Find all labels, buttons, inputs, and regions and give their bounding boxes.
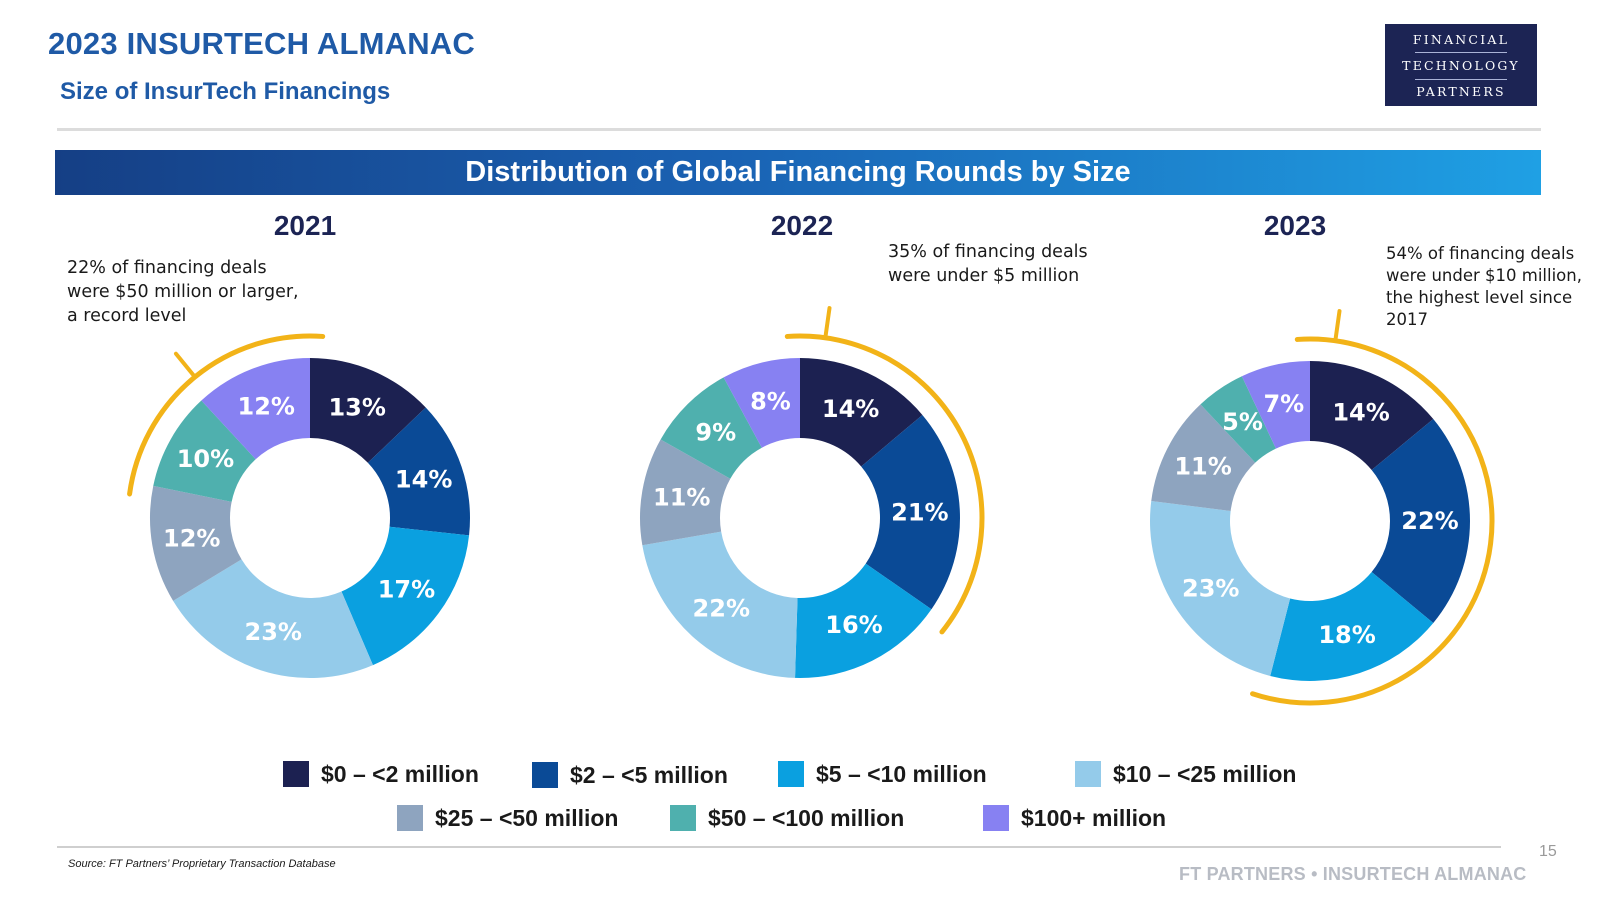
slice-label: 13% xyxy=(328,394,385,422)
annotation-2021: 22% of financing deals were $50 million … xyxy=(67,258,299,326)
legend-label: $5 – <10 million xyxy=(816,760,987,787)
slice-label: 5% xyxy=(1222,408,1263,436)
donut-slice xyxy=(1200,376,1276,463)
slice-label: 23% xyxy=(1182,574,1239,602)
slice-label: 9% xyxy=(695,418,736,446)
source-note: Source: FT Partners’ Proprietary Transac… xyxy=(68,858,336,870)
annotation-2022: 35% of financing deals were under $5 mil… xyxy=(888,242,1088,286)
donut-slice xyxy=(1270,571,1434,682)
legend-label: $100+ million xyxy=(1021,804,1167,831)
legend-swatch xyxy=(983,805,1009,831)
slice-label: 8% xyxy=(750,388,791,416)
legend-item: $0 – <2 million xyxy=(283,760,479,788)
donut-slice xyxy=(341,526,470,666)
donut-slice xyxy=(800,358,923,467)
slice-label: 14% xyxy=(395,466,452,494)
legend-item: $50 – <100 million xyxy=(670,804,904,832)
chart-title-2022: 2022 xyxy=(770,210,834,241)
legend-swatch xyxy=(397,805,423,831)
callout-tick xyxy=(173,351,197,379)
legend-label: $2 – <5 million xyxy=(570,761,728,788)
donut-slice xyxy=(795,563,932,678)
donut-slice xyxy=(1371,419,1471,623)
donut-slice xyxy=(640,439,731,546)
slice-label: 17% xyxy=(378,575,435,603)
legend-item: $25 – <50 million xyxy=(397,804,618,832)
callout-tick xyxy=(1333,309,1342,343)
donut-slice xyxy=(660,377,762,479)
highlight-arc xyxy=(1250,336,1495,706)
slice-label: 23% xyxy=(245,618,302,646)
slice-label: 11% xyxy=(1174,453,1231,481)
ftp-logo: FINANCIAL TECHNOLOGY PARTNERS xyxy=(1385,24,1537,106)
donut-slice xyxy=(1310,361,1434,471)
logo-line-3: PARTNERS xyxy=(1416,84,1506,99)
slice-label: 16% xyxy=(825,611,882,639)
highlight-arc xyxy=(784,333,985,635)
slice-label: 10% xyxy=(177,445,234,473)
annotation-2023: 54% of financing deals were under $10 mi… xyxy=(1386,244,1582,329)
donut-slice xyxy=(1150,500,1291,676)
logo-line-2: TECHNOLOGY xyxy=(1402,58,1520,73)
donut-slice xyxy=(367,407,471,536)
legend-label: $25 – <50 million xyxy=(435,804,619,831)
donut-slice xyxy=(723,358,800,448)
donut-slice xyxy=(1241,361,1310,449)
donut-slice xyxy=(642,531,798,678)
legend-label: $50 – <100 million xyxy=(708,804,905,831)
legend-item: $100+ million xyxy=(983,804,1166,832)
legend-swatch xyxy=(532,762,558,788)
page-subtitle: Size of InsurTech Financings xyxy=(60,78,391,105)
header-divider xyxy=(57,128,1541,131)
logo-line-1: FINANCIAL xyxy=(1412,32,1510,47)
chart-title-2021: 2021 xyxy=(273,210,337,241)
slice-label: 18% xyxy=(1318,621,1375,649)
chart-banner: Distribution of Global Financing Rounds … xyxy=(55,150,1541,195)
page-number: 15 xyxy=(1539,843,1557,860)
donut-slice xyxy=(201,358,310,460)
logo-divider xyxy=(1415,52,1507,53)
slice-label: 22% xyxy=(693,595,750,623)
page-title: 2023 INSURTECH ALMANAC xyxy=(48,26,475,61)
donut-slice xyxy=(1151,404,1256,511)
legend-item: $5 – <10 million xyxy=(778,760,987,788)
legend-swatch xyxy=(778,761,804,787)
slice-label: 14% xyxy=(1332,398,1389,426)
chart-title-2023: 2023 xyxy=(1263,210,1327,241)
legend-item: $10 – <25 million xyxy=(1075,760,1296,788)
logo-divider xyxy=(1415,79,1507,80)
donut-slice xyxy=(173,559,373,679)
slice-label: 11% xyxy=(653,484,710,512)
legend-swatch xyxy=(1075,761,1101,787)
footer-brand: FT PARTNERS • INSURTECH ALMANAC xyxy=(1179,864,1527,884)
legend-swatch xyxy=(283,761,309,787)
donut-slice xyxy=(310,358,426,463)
donut-slice xyxy=(149,485,242,601)
callout-tick xyxy=(823,306,832,340)
slice-label: 14% xyxy=(822,395,879,423)
donut-slice xyxy=(861,414,960,610)
legend-item: $2 – <5 million xyxy=(532,761,728,789)
slice-label: 12% xyxy=(163,524,220,552)
slice-label: 7% xyxy=(1263,390,1304,418)
legend-swatch xyxy=(670,805,696,831)
donut-slice xyxy=(153,400,256,502)
slice-label: 21% xyxy=(891,498,948,526)
legend-label: $0 – <2 million xyxy=(321,760,479,787)
slice-label: 12% xyxy=(238,392,295,420)
footer-divider xyxy=(57,846,1501,848)
slice-label: 22% xyxy=(1401,507,1458,535)
legend-label: $10 – <25 million xyxy=(1113,760,1297,787)
